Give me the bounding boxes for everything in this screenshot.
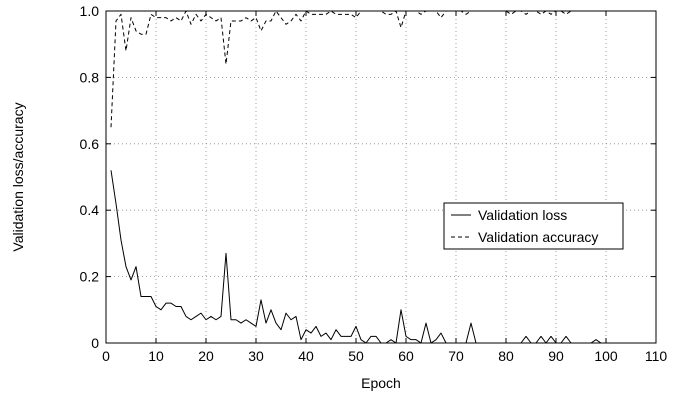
y-axis-label: Validation loss/accuracy xyxy=(10,102,26,251)
y-tick-label: 0.6 xyxy=(80,136,100,152)
x-axis-label: Epoch xyxy=(361,375,401,391)
x-tick-label: 70 xyxy=(448,348,464,364)
x-tick-label: 100 xyxy=(594,348,618,364)
y-tick-label: 0.8 xyxy=(80,69,100,85)
x-tick-label: 20 xyxy=(198,348,214,364)
series-validation-accuracy-line xyxy=(110,10,606,128)
legend: Validation loss Validation accuracy xyxy=(443,202,624,250)
x-tick-label: 0 xyxy=(102,348,110,364)
legend-box xyxy=(443,202,624,250)
series-layer xyxy=(110,10,606,344)
legend-label-loss: Validation loss xyxy=(478,207,567,223)
x-tick-label: 10 xyxy=(148,348,164,364)
legend-label-accuracy: Validation accuracy xyxy=(478,229,598,245)
x-tick-label: 50 xyxy=(348,348,364,364)
x-tick-labels: 0 10 20 30 40 50 60 70 80 90 100 110 xyxy=(102,348,667,364)
y-tick-label: 1.0 xyxy=(80,3,100,19)
series-validation-loss-line xyxy=(110,170,606,344)
plot-frame xyxy=(105,10,657,344)
y-tick-labels: 0 0.2 0.4 0.6 0.8 1.0 xyxy=(80,3,100,351)
x-tick-label: 80 xyxy=(498,348,514,364)
y-tick-label: 0.4 xyxy=(80,202,100,218)
x-tick-label: 90 xyxy=(548,348,564,364)
axis-ticks xyxy=(105,10,657,344)
y-tick-label: 0 xyxy=(91,335,99,351)
x-tick-label: 30 xyxy=(248,348,264,364)
x-tick-label: 60 xyxy=(398,348,414,364)
x-tick-label: 110 xyxy=(645,348,668,364)
y-tick-label: 0.2 xyxy=(80,269,100,285)
grid-lines xyxy=(106,11,656,343)
x-tick-label: 40 xyxy=(298,348,314,364)
